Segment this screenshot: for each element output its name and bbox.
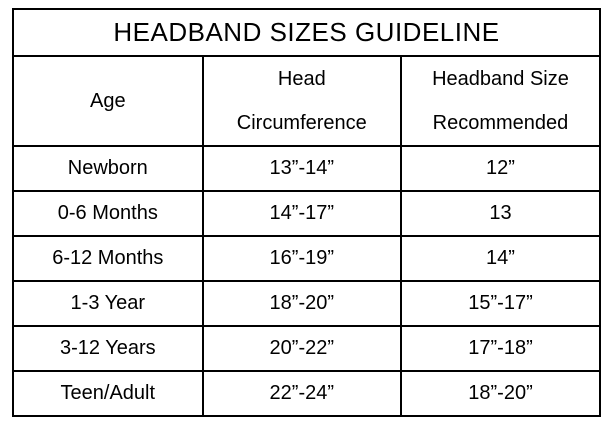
circumference-cell: 13”-14” [201, 145, 402, 192]
table-row: 3-12 Years 20”-22” 17”-18” [12, 325, 602, 372]
header-line: Circumference [236, 111, 367, 134]
age-cell: Newborn [12, 145, 204, 192]
header-line: Recommended [432, 111, 569, 134]
column-header-size: Headband Size Recommended [399, 55, 602, 147]
table-row: 1-3 Year 18”-20” 15”-17” [12, 280, 602, 327]
circumference-cell: 20”-22” [201, 325, 402, 372]
circumference-cell: 18”-20” [201, 280, 402, 327]
size-cell: 12” [399, 145, 602, 192]
table-row: 0-6 Months 14”-17” 13 [12, 190, 602, 237]
age-cell: 3-12 Years [12, 325, 204, 372]
table-row: Newborn 13”-14” 12” [12, 145, 602, 192]
column-header-size-lines: Headband Size Recommended [402, 57, 599, 145]
column-header-age: Age [12, 55, 204, 147]
header-row: Age Head Circumference Headband Size Rec… [12, 55, 602, 147]
title-row: HEADBAND SIZES GUIDELINE [12, 8, 601, 57]
size-cell: 18”-20” [399, 370, 602, 417]
size-cell: 14” [399, 235, 602, 282]
circumference-cell: 22”-24” [201, 370, 402, 417]
circumference-cell: 14”-17” [201, 190, 402, 237]
size-cell: 17”-18” [399, 325, 602, 372]
table-row: Teen/Adult 22”-24” 18”-20” [12, 370, 602, 417]
column-header-circumference: Head Circumference [201, 55, 402, 147]
age-cell: 1-3 Year [12, 280, 204, 327]
header-line: Head [277, 67, 326, 90]
table-title: HEADBAND SIZES GUIDELINE [12, 8, 601, 57]
size-cell: 15”-17” [399, 280, 602, 327]
circumference-cell: 16”-19” [201, 235, 402, 282]
age-cell: Teen/Adult [12, 370, 204, 417]
header-line: Headband Size [432, 67, 569, 90]
age-cell: 0-6 Months [12, 190, 204, 237]
age-cell: 6-12 Months [12, 235, 204, 282]
size-cell: 13 [399, 190, 602, 237]
table-row: 6-12 Months 16”-19” 14” [12, 235, 602, 282]
column-header-circumference-lines: Head Circumference [204, 57, 400, 145]
headband-sizes-table: HEADBAND SIZES GUIDELINE Age Head Circum… [12, 8, 602, 417]
